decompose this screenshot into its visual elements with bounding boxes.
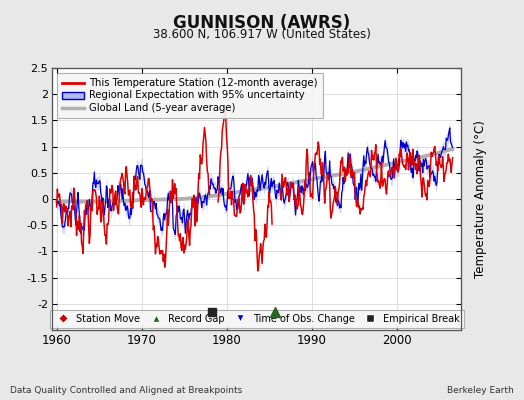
Y-axis label: Temperature Anomaly (°C): Temperature Anomaly (°C) [474, 120, 487, 278]
Text: Data Quality Controlled and Aligned at Breakpoints: Data Quality Controlled and Aligned at B… [10, 386, 243, 395]
Legend: Station Move, Record Gap, Time of Obs. Change, Empirical Break: Station Move, Record Gap, Time of Obs. C… [50, 310, 464, 328]
Text: 38.600 N, 106.917 W (United States): 38.600 N, 106.917 W (United States) [153, 28, 371, 41]
Text: Berkeley Earth: Berkeley Earth [447, 386, 514, 395]
Text: GUNNISON (AWRS): GUNNISON (AWRS) [173, 14, 351, 32]
